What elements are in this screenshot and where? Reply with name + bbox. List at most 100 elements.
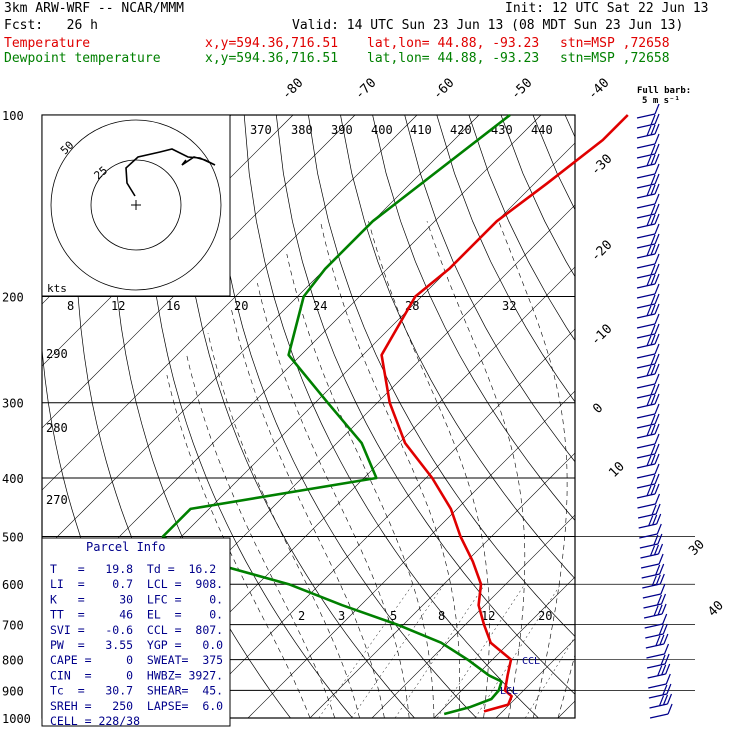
pressure-tick-label: 200 bbox=[2, 291, 24, 305]
wind-barb bbox=[647, 663, 671, 679]
dry-adiabat bbox=[532, 115, 575, 211]
wind-barb bbox=[636, 263, 660, 279]
wind-barb bbox=[636, 363, 660, 379]
parcel-row: CELL = 228/38 bbox=[50, 714, 140, 728]
mixing-ratio-label: 2 bbox=[298, 609, 305, 623]
wind-barb bbox=[648, 683, 672, 699]
init-time: Init: 12 UTC Sat 22 Jun 13 bbox=[505, 1, 709, 16]
moist-adiabat bbox=[426, 221, 526, 718]
moist-adiabat bbox=[583, 221, 682, 718]
wind-barb bbox=[636, 423, 660, 439]
mixing-ratio-label: 24 bbox=[313, 299, 327, 313]
dry-adiabat bbox=[275, 115, 575, 695]
wind-barb bbox=[636, 103, 660, 119]
wind-barb bbox=[646, 643, 670, 659]
wind-barb bbox=[636, 473, 660, 489]
temperature-legend-label: Temperature bbox=[4, 36, 91, 51]
wind-barb bbox=[636, 243, 660, 259]
pressure-tick-label: 300 bbox=[2, 397, 24, 411]
isotherm bbox=[371, 514, 575, 718]
mixing-ratio-label: 12 bbox=[481, 609, 495, 623]
theta-label: 400 bbox=[371, 123, 393, 137]
wind-barb bbox=[644, 613, 668, 629]
dewpoint-latlon: lat,lon= 44.88, -93.23 bbox=[367, 51, 540, 66]
wind-barb bbox=[636, 343, 660, 359]
dry-adiabat bbox=[179, 115, 415, 718]
isotherm-label: -70 bbox=[352, 76, 379, 103]
isotherm-label: -80 bbox=[279, 76, 306, 103]
theta-label: 410 bbox=[410, 123, 432, 137]
theta-label: 280 bbox=[46, 421, 68, 435]
mixing-ratio-label: 20 bbox=[234, 299, 248, 313]
parcel-row: K = 30 LFC = 0. bbox=[50, 592, 223, 606]
dry-adiabat bbox=[726, 115, 740, 718]
wind-barb bbox=[636, 373, 660, 389]
mixing-ratio-label: 3 bbox=[338, 609, 345, 623]
valid-time: Valid: 14 UTC Sun 23 Jun 13 (08 MDT Sun … bbox=[292, 18, 684, 33]
full-barb-units: 5 m s⁻¹ bbox=[642, 96, 680, 106]
wind-barb bbox=[636, 183, 660, 199]
wind-barb bbox=[636, 313, 660, 329]
parcel-row: LI = 0.7 LCL = 908. bbox=[50, 577, 223, 591]
isotherm-label: -10 bbox=[588, 322, 615, 349]
mixing-ratio-line bbox=[436, 584, 526, 718]
wind-barb bbox=[636, 233, 660, 249]
pressure-tick-label: 700 bbox=[2, 619, 24, 633]
wind-barb bbox=[636, 353, 660, 369]
wind-barb bbox=[636, 163, 660, 179]
wind-barb bbox=[636, 153, 660, 169]
isotherm bbox=[247, 390, 575, 718]
moist-adiabat bbox=[257, 283, 410, 718]
dry-adiabat bbox=[694, 115, 740, 718]
isotherm-label: -20 bbox=[588, 238, 615, 265]
model-title: 3km ARW-WRF -- NCAR/MMM bbox=[4, 1, 185, 16]
isotherm-label: 0 bbox=[590, 401, 606, 417]
isotherm-label: -60 bbox=[430, 76, 457, 103]
wind-barb bbox=[642, 573, 665, 589]
wind-barb bbox=[636, 123, 660, 139]
dry-adiabat bbox=[500, 115, 575, 278]
dewpoint-profile bbox=[161, 113, 511, 716]
isotherm bbox=[433, 576, 575, 718]
forecast-hour: Fcst: 26 h bbox=[4, 18, 98, 33]
dry-adiabat bbox=[308, 115, 575, 637]
isotherm bbox=[42, 115, 418, 491]
parcel-title: Parcel Info bbox=[86, 540, 165, 554]
isotherm bbox=[495, 638, 575, 718]
pressure-tick-label: 1000 bbox=[2, 712, 31, 726]
isotherm bbox=[185, 328, 575, 718]
hodograph-ring-inner bbox=[90, 159, 182, 251]
dry-adiabat bbox=[564, 115, 575, 138]
mixing-ratio-line bbox=[525, 636, 575, 718]
wind-barb bbox=[639, 533, 663, 549]
wind-barb bbox=[636, 453, 660, 469]
wind-barb bbox=[636, 413, 660, 429]
dewpoint-xy: x,y=594.36,716.51 bbox=[205, 51, 339, 66]
dewpoint-legend-label: Dewpoint temperature bbox=[4, 51, 161, 66]
isotherm bbox=[682, 115, 740, 718]
temperature-xy: x,y=594.36,716.51 bbox=[205, 36, 339, 51]
plot-frame bbox=[41, 114, 576, 719]
wind-barb bbox=[645, 623, 668, 639]
dewpoint-station: stn=MSP ,72658 bbox=[560, 51, 670, 66]
wind-barb bbox=[649, 693, 673, 709]
wind-barb bbox=[636, 433, 660, 449]
pressure-tick-label: 800 bbox=[2, 654, 24, 668]
wind-barb bbox=[646, 653, 670, 669]
isotherm bbox=[620, 115, 740, 718]
dry-adiabat bbox=[468, 115, 575, 342]
moist-adiabat bbox=[286, 253, 435, 718]
series-layer bbox=[161, 113, 629, 716]
mixing-ratio-label: 8 bbox=[67, 299, 74, 313]
wind-barb bbox=[636, 253, 660, 269]
wind-barb bbox=[645, 633, 669, 649]
theta-label: 370 bbox=[250, 123, 272, 137]
wind-barb bbox=[640, 553, 664, 569]
wind-barb bbox=[639, 523, 662, 539]
wind-barb bbox=[643, 593, 667, 609]
parcel-rows: T = 19.8 Td = 16.2LI = 0.7 LCL = 908.K =… bbox=[50, 562, 223, 728]
theta-label: 440 bbox=[531, 123, 553, 137]
moist-adiabat bbox=[207, 333, 360, 718]
dry-adiabat bbox=[597, 115, 740, 718]
